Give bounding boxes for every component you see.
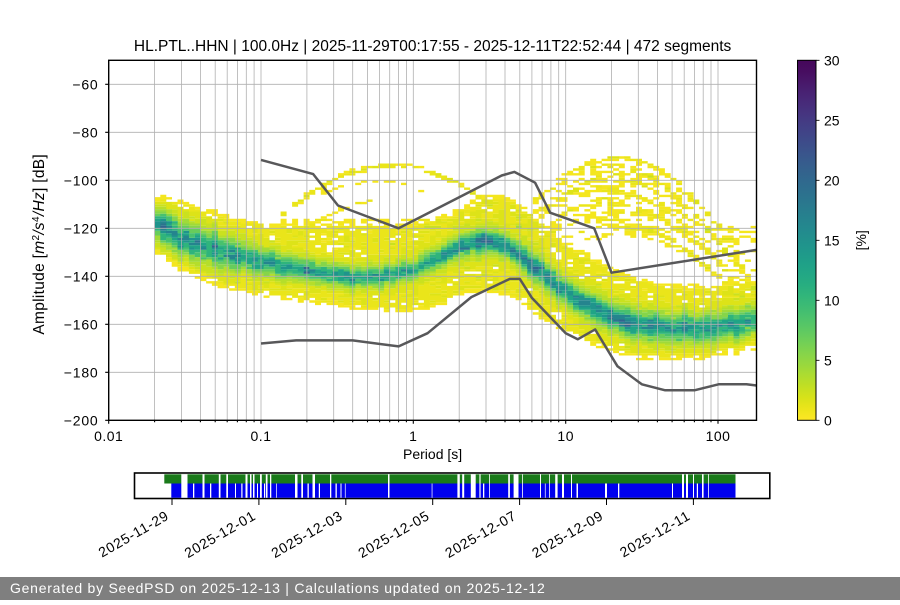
svg-text:−60: −60 [72, 76, 98, 92]
svg-text:20: 20 [824, 172, 840, 188]
svg-text:10: 10 [557, 428, 574, 444]
svg-text:100: 100 [706, 428, 731, 444]
svg-text:−200: −200 [64, 412, 99, 428]
svg-text:−80: −80 [72, 124, 98, 140]
svg-text:0.1: 0.1 [251, 428, 272, 444]
svg-text:25: 25 [824, 112, 840, 128]
svg-text:−160: −160 [64, 316, 99, 332]
svg-text:5: 5 [824, 352, 832, 368]
svg-text:Amplitude [m2/s4/Hz] [dB]: Amplitude [m2/s4/Hz] [dB] [31, 154, 48, 335]
svg-text:−180: −180 [64, 364, 99, 380]
svg-text:10: 10 [824, 292, 840, 308]
svg-text:HL.PTL..HHN | 100.0Hz | 2025-1: HL.PTL..HHN | 100.0Hz | 2025-11-29T00:17… [134, 38, 732, 55]
svg-text:−100: −100 [64, 172, 99, 188]
svg-text:15: 15 [824, 232, 840, 248]
svg-text:0.01: 0.01 [94, 428, 123, 444]
svg-text:−140: −140 [64, 268, 99, 284]
svg-text:−120: −120 [64, 220, 99, 236]
svg-text:Generated by SeedPSD on 2025-1: Generated by SeedPSD on 2025-12-13 | Cal… [10, 580, 546, 596]
svg-text:0: 0 [824, 412, 832, 428]
svg-text:Period [s]: Period [s] [403, 446, 462, 462]
svg-text:30: 30 [824, 52, 840, 68]
svg-text:[%]: [%] [853, 230, 869, 250]
svg-text:1: 1 [409, 428, 417, 444]
